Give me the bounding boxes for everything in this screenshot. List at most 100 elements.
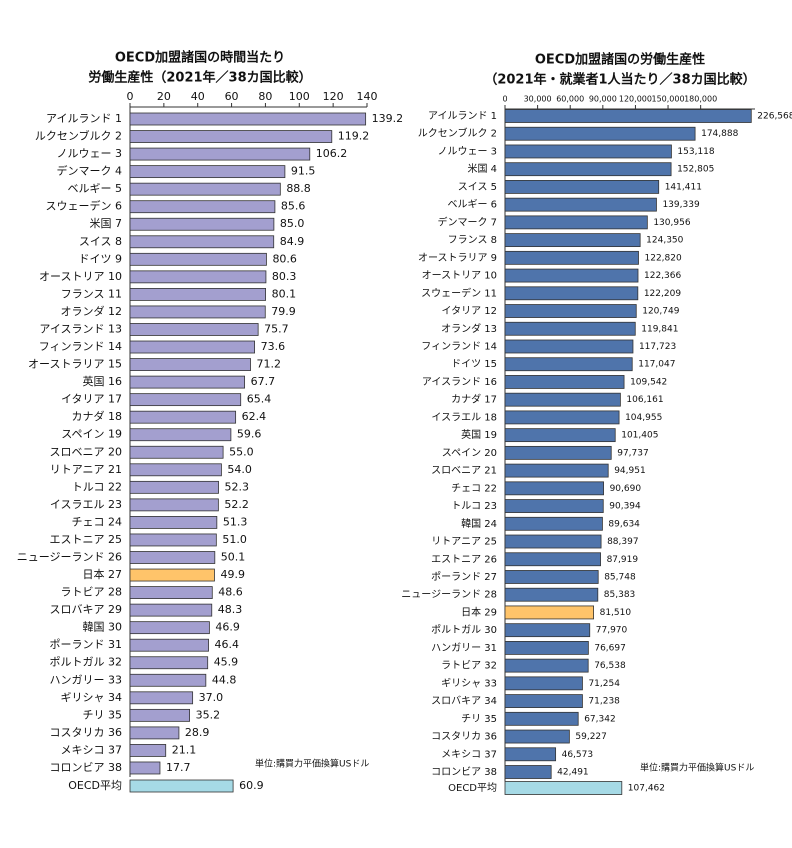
category-label: 韓国 30 — [83, 621, 123, 634]
chart-title: OECD加盟諸国の労働生産性 — [535, 52, 705, 68]
value-label: 52.3 — [225, 480, 250, 493]
value-label: 37.0 — [199, 691, 224, 704]
value-label: 44.8 — [212, 673, 237, 686]
category-label: 英国 16 — [83, 374, 123, 388]
category-label: ギリシャ 34 — [61, 691, 123, 704]
value-label: 88,397 — [607, 537, 639, 547]
category-label: ベルギー 6 — [447, 199, 497, 211]
category-label: エストニア 26 — [431, 554, 497, 565]
value-label: 76,538 — [594, 661, 626, 671]
category-label: コスタリカ 36 — [431, 731, 497, 743]
bar — [504, 694, 583, 708]
value-label: 80.3 — [272, 270, 297, 283]
category-label: イスラエル 18 — [431, 411, 497, 423]
category-label: アイスランド 16 — [422, 376, 497, 388]
value-label: 80.1 — [272, 287, 297, 300]
value-label: 71,254 — [588, 679, 620, 689]
bar — [504, 162, 672, 177]
value-label: 89,634 — [608, 519, 640, 529]
bar — [504, 215, 648, 230]
value-label: 17.7 — [166, 761, 191, 774]
bar — [129, 428, 232, 442]
x-tick-label: 80 — [258, 90, 272, 103]
bar — [504, 144, 672, 159]
value-label: 45.9 — [214, 656, 239, 669]
value-label: 109,542 — [630, 377, 667, 387]
bar — [504, 552, 601, 567]
category-label: オランダ 13 — [441, 322, 497, 335]
value-label: 81,510 — [600, 608, 632, 618]
category-label: 韓国 24 — [461, 518, 497, 530]
average-bar — [129, 779, 234, 793]
value-label: 85,748 — [604, 572, 636, 582]
value-label: 85.6 — [281, 200, 306, 213]
value-label: 101,405 — [621, 431, 658, 441]
value-label: 153,118 — [677, 147, 714, 157]
bar — [504, 357, 633, 372]
category-label: フィンランド 14 — [39, 340, 122, 353]
value-label: 141,411 — [665, 182, 702, 192]
bar — [129, 340, 255, 354]
category-label: フランス 11 — [61, 287, 122, 300]
bar — [129, 480, 219, 494]
bar — [129, 200, 276, 214]
category-label: スペイン 20 — [442, 448, 497, 459]
value-label: 75.7 — [264, 322, 289, 335]
value-label: 59.6 — [237, 428, 262, 441]
category-label: チェコ 22 — [451, 482, 497, 494]
value-label: 124,350 — [646, 236, 683, 246]
category-label: トルコ 23 — [451, 501, 497, 512]
bar — [504, 321, 636, 336]
value-label: 77,970 — [596, 626, 628, 636]
bar — [504, 268, 639, 283]
category-label: ルクセンブルク 2 — [35, 129, 122, 143]
category-label: ノルウェー 3 — [57, 147, 123, 160]
value-label: 91.5 — [291, 165, 316, 178]
x-tick-label: 150,000 — [651, 95, 684, 104]
category-label: リトアニア 21 — [50, 463, 122, 476]
category-label: メキシコ 37 — [441, 749, 497, 760]
bar — [129, 533, 217, 547]
average-bar — [504, 781, 623, 795]
category-label: イスラエル 23 — [50, 498, 122, 511]
average-value-label: 107,462 — [628, 784, 665, 794]
bar — [504, 658, 589, 673]
bar — [504, 729, 570, 744]
bar — [504, 392, 621, 407]
value-label: 88.8 — [286, 182, 311, 195]
category-label: スペイン 19 — [61, 428, 122, 441]
chart-subtitle: 労働生産性（2021年／38カ国比較） — [88, 70, 311, 86]
category-label: ニュージーランド 28 — [401, 589, 497, 601]
category-label: フランス 8 — [448, 234, 497, 246]
bar — [129, 551, 216, 564]
bar — [129, 656, 209, 670]
value-label: 71.2 — [257, 358, 282, 371]
value-label: 42,491 — [557, 768, 589, 778]
category-label: ドイツ 9 — [79, 252, 123, 265]
value-label: 130,956 — [653, 218, 690, 228]
category-label: アイスランド 13 — [39, 322, 122, 335]
category-label: ラトビア 32 — [441, 660, 497, 672]
category-label: オーストリア 10 — [39, 270, 122, 283]
bar — [129, 691, 194, 705]
bar — [129, 761, 161, 775]
bar — [504, 516, 603, 531]
value-label: 106,161 — [626, 395, 663, 405]
x-tick-label: 120,000 — [619, 95, 652, 104]
category-label: オーストラリア 9 — [418, 252, 497, 264]
value-label: 106.2 — [316, 147, 348, 160]
category-label: ラトビア 28 — [61, 586, 123, 599]
bar — [504, 570, 599, 584]
value-label: 62.4 — [242, 410, 266, 423]
category-label: 米国 7 — [90, 217, 123, 230]
bar — [129, 568, 215, 582]
category-label: ポーランド 27 — [431, 571, 497, 583]
bar — [129, 673, 207, 687]
category-label: リトアニア 25 — [431, 537, 497, 548]
bar — [129, 305, 266, 319]
value-label: 122,820 — [645, 253, 682, 263]
value-label: 49.9 — [220, 568, 245, 581]
value-label: 174,888 — [701, 129, 738, 139]
